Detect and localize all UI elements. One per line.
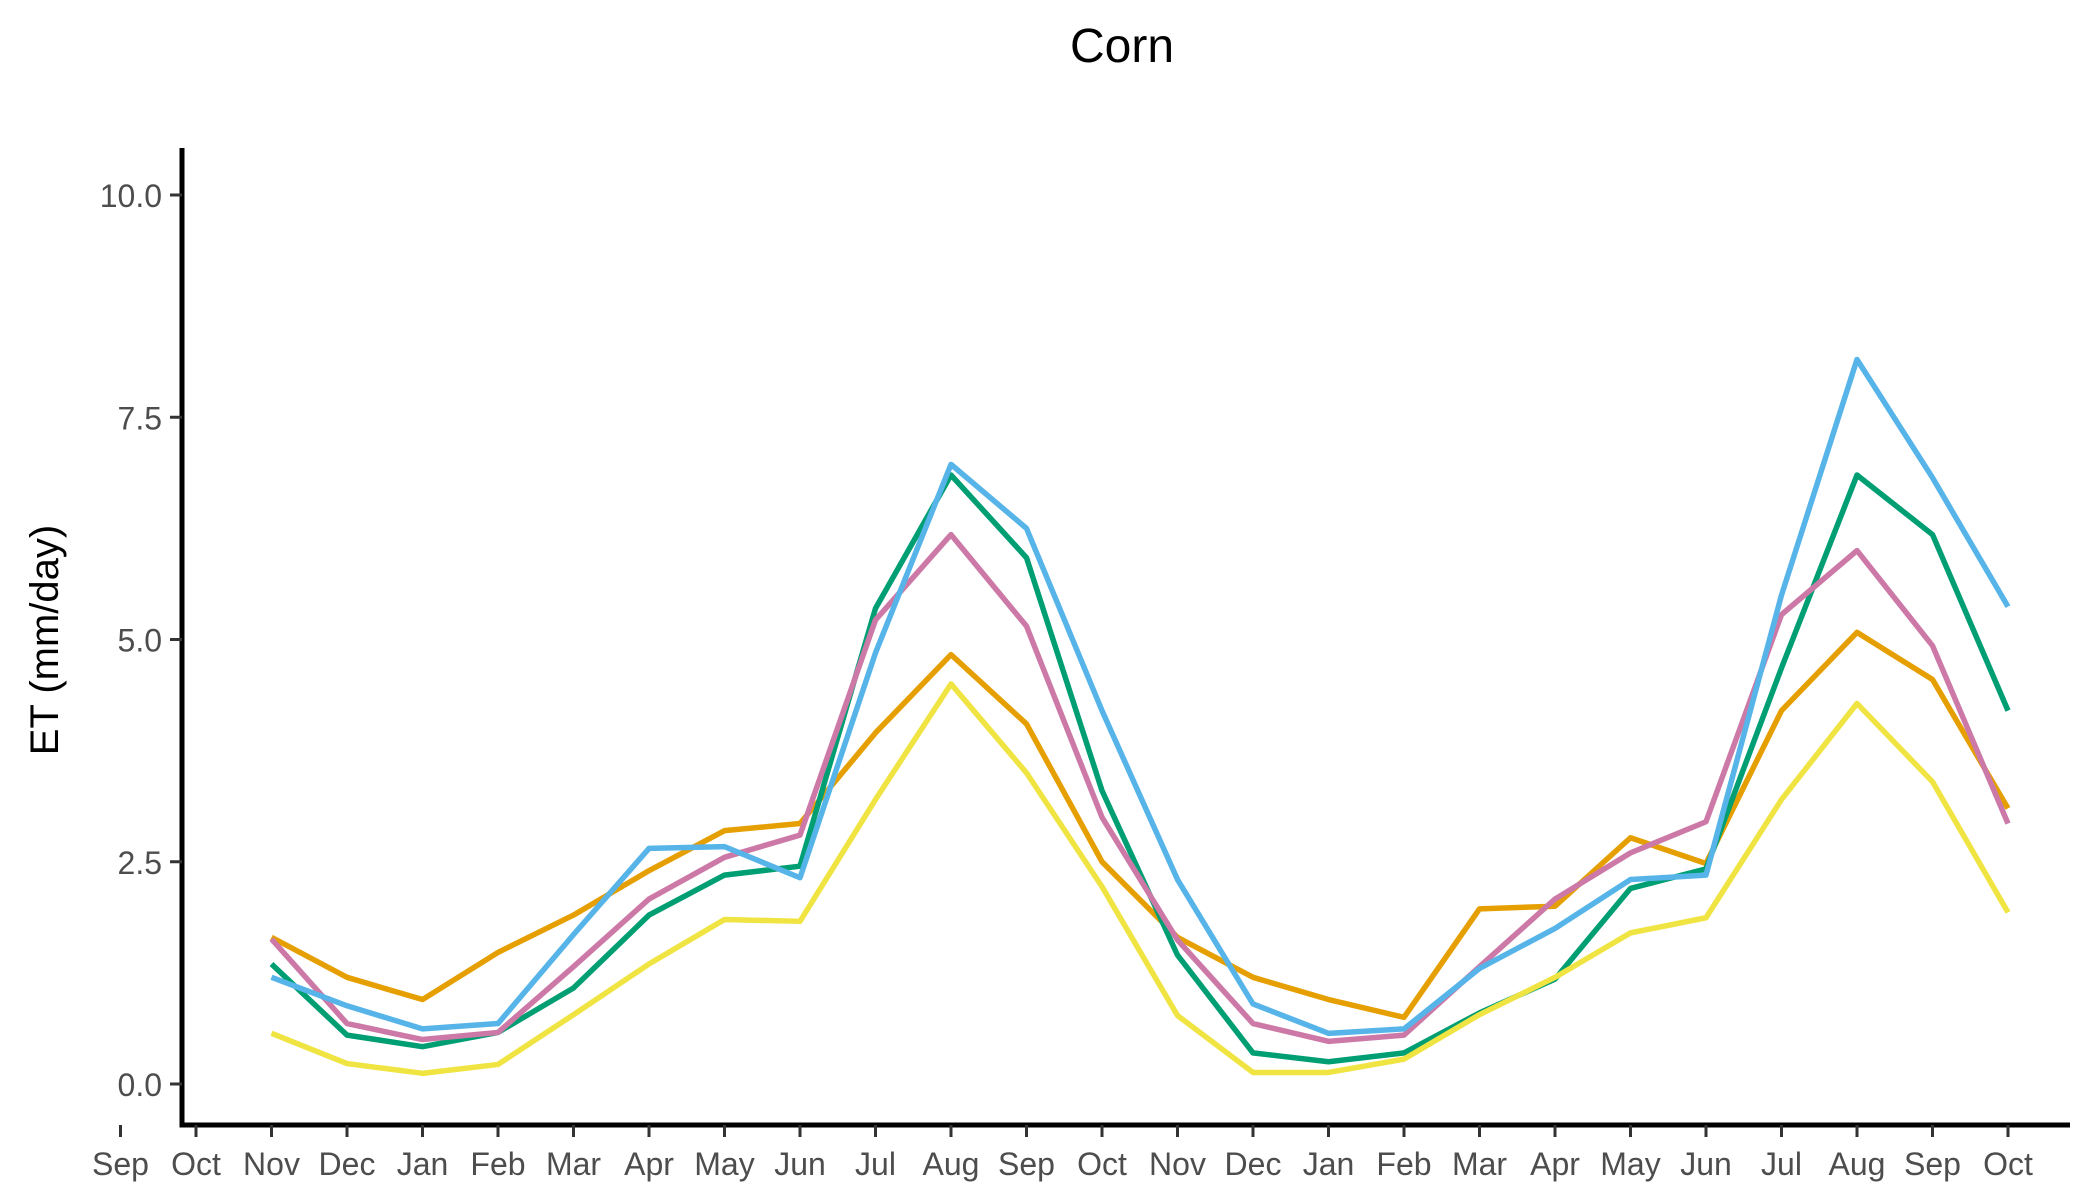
y-tick-label: 5.0 xyxy=(118,623,162,659)
series-line-4 xyxy=(270,356,2011,1037)
series-line-2 xyxy=(269,472,2011,1065)
series-line-5 xyxy=(270,681,2011,1077)
y-axis-label: ET (mm/day) xyxy=(23,525,67,755)
x-tick-label: Sep xyxy=(1904,1146,1961,1182)
x-tick-label: May xyxy=(694,1146,754,1182)
x-tick-label: Nov xyxy=(1149,1146,1206,1182)
x-tick-label: Dec xyxy=(1225,1146,1282,1182)
x-tick-label: Oct xyxy=(1983,1146,2033,1182)
series-layer xyxy=(269,356,2011,1077)
x-tick-label: Oct xyxy=(171,1146,221,1182)
x-tick-label: Aug xyxy=(923,1146,980,1182)
x-tick-label: Feb xyxy=(470,1146,525,1182)
series-line-3 xyxy=(269,531,2011,1045)
x-tick-label: Jun xyxy=(1680,1146,1732,1182)
chart-title: Corn xyxy=(1070,20,1174,73)
x-tick-label: Jun xyxy=(774,1146,826,1182)
x-tick-label: Jan xyxy=(397,1146,449,1182)
x-tick-label: Dec xyxy=(319,1146,376,1182)
axes-layer: 0.0 2.5 5.0 7.5 10.0 Sep Oct Nov Dec Jan Feb Mar Apr… xyxy=(92,148,2070,1182)
x-tick-label: May xyxy=(1600,1146,1660,1182)
x-tick-label: Mar xyxy=(546,1146,601,1182)
x-tick-label: Oct xyxy=(1077,1146,1127,1182)
x-tick-label: Jan xyxy=(1303,1146,1355,1182)
x-tick-label: Apr xyxy=(624,1146,674,1182)
y-tick-label: 2.5 xyxy=(118,845,162,881)
x-tick-label: Sep xyxy=(998,1146,1055,1182)
y-tick-label: 0.0 xyxy=(118,1067,162,1103)
x-tick-label: Aug xyxy=(1829,1146,1886,1182)
x-tick-label: Sep xyxy=(92,1146,149,1182)
x-tick-label: Nov xyxy=(243,1146,300,1182)
x-tick-label: Jul xyxy=(1761,1146,1802,1182)
x-tick-label: Apr xyxy=(1530,1146,1580,1182)
x-tick-label: Feb xyxy=(1376,1146,1431,1182)
y-tick-label: 10.0 xyxy=(100,178,162,214)
x-tick-label: Mar xyxy=(1452,1146,1507,1182)
x-tick-label: Jul xyxy=(855,1146,896,1182)
y-tick-label: 7.5 xyxy=(118,400,162,436)
series-line-1 xyxy=(270,629,2011,1021)
